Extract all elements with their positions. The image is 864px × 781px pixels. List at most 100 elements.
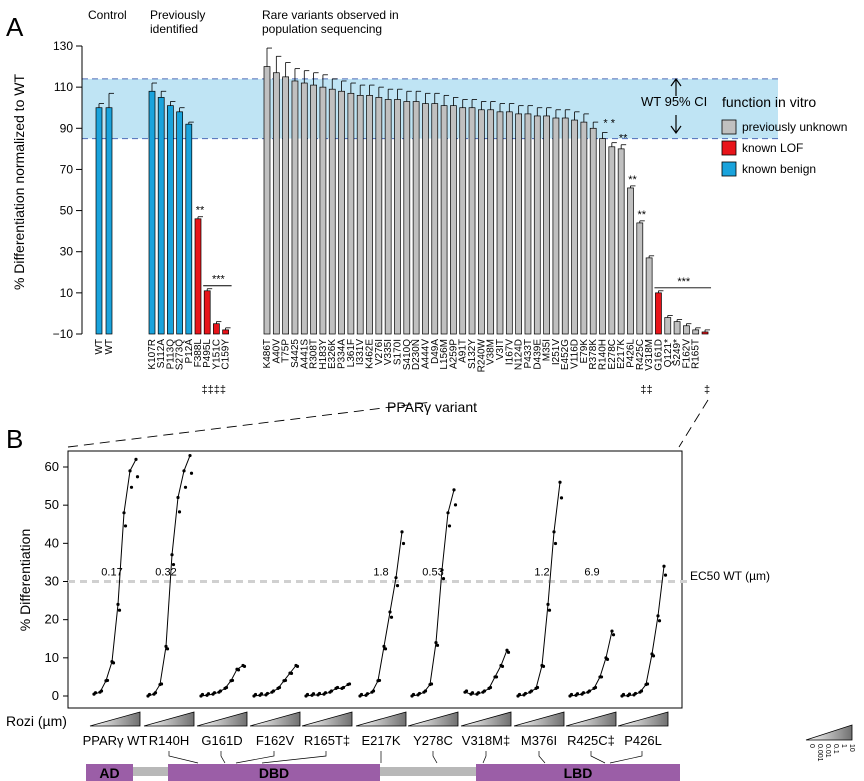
data-point: [371, 689, 376, 693]
data-point: [559, 496, 564, 500]
y-tick-label-b: 20: [45, 612, 59, 627]
data-point: [546, 602, 550, 607]
bar: [655, 292, 662, 335]
variant-label: P426L: [624, 733, 662, 748]
significance-label: * *: [603, 117, 615, 129]
bar: [701, 331, 709, 335]
legend-label: previously unknown: [742, 120, 847, 134]
plot-frame-b: [67, 450, 683, 709]
significance-label: **: [638, 209, 647, 221]
x-tick-label-a: T75P: [281, 339, 292, 363]
ci-band: [82, 78, 778, 139]
group-label: Previously identified: [150, 8, 205, 36]
data-point: [224, 685, 229, 690]
significance-marks: ****** **********‡‡‡‡ ‡‡ ‡: [196, 117, 712, 396]
data-point: [99, 689, 104, 693]
variant-label: M376I: [521, 733, 557, 748]
x-tick-label-a: I167V: [504, 339, 515, 365]
bar: [515, 113, 522, 335]
data-point: [611, 633, 616, 637]
bar: [213, 323, 220, 335]
data-point: [259, 692, 264, 696]
bar: [524, 113, 532, 335]
data-point: [117, 608, 122, 612]
bar: [468, 107, 476, 335]
data-point: [236, 668, 241, 672]
data-point: [122, 511, 126, 515]
y-tick-label-a: 130: [53, 39, 73, 53]
bar: [167, 105, 174, 335]
bar: [422, 103, 429, 335]
variant-label: PPARγ WT: [83, 733, 148, 748]
bar: [310, 84, 317, 335]
x-tick-label-a: S132Y: [467, 339, 478, 369]
data-point: [633, 691, 638, 696]
data-point: [400, 530, 404, 534]
data-point: [335, 685, 340, 690]
bar: [561, 117, 569, 335]
bar: [692, 329, 700, 335]
data-point: [93, 691, 98, 695]
data-point: [553, 541, 558, 546]
legend-title: function in vitro: [722, 94, 816, 110]
x-tick-label-a: V116D: [570, 339, 581, 369]
legend-label: known benign: [742, 162, 816, 176]
bar: [589, 127, 597, 335]
bar: [533, 115, 541, 335]
x-tick-label-a: D439E: [532, 339, 543, 370]
dagger-label: ‡‡: [640, 384, 652, 396]
x-tick-label-a: A259P: [448, 339, 459, 369]
concentration-wedge: [249, 711, 301, 727]
data-point: [289, 671, 294, 676]
data-point: [401, 541, 406, 546]
group-labels: Control Previously identified Rare variants…: [88, 8, 399, 36]
concentration-wedges: [89, 711, 669, 727]
domain-segment: [86, 764, 133, 781]
data-point: [171, 562, 176, 567]
panel-b-label: B: [6, 424, 23, 454]
data-point: [183, 485, 188, 489]
domain-connector: [590, 751, 606, 764]
data-point: [311, 692, 316, 696]
domain-connector: [220, 751, 226, 764]
data-point: [440, 568, 444, 572]
x-tick-label-a: P113Q: [165, 339, 176, 370]
x-tick-label-a: P334A: [337, 339, 348, 369]
variant-labels-b: PPARγ WT R140H G161D F162V R165T‡ E217K Y278C V…: [83, 733, 662, 748]
y-axis-a: 130 110 90 70 50 30 10 −10: [53, 39, 83, 341]
data-point: [200, 692, 205, 697]
ec50-value: 0.17: [101, 567, 122, 579]
concentration-wedge: [143, 711, 195, 727]
data-point: [441, 576, 446, 581]
domain-connector: [609, 751, 643, 764]
x-tick-label-a: P433T: [523, 339, 534, 368]
group-label: Rare variants observed in population sequ…: [262, 8, 399, 36]
x-tick-label-a: R240W: [476, 338, 487, 372]
data-point: [230, 678, 235, 683]
data-point: [105, 678, 110, 683]
bars-a: [95, 47, 711, 335]
y-tick-label-b: 10: [45, 650, 59, 665]
data-point: [662, 564, 666, 568]
bar: [185, 123, 193, 335]
data-point: [535, 685, 540, 690]
y-tick-label-b: 0: [52, 688, 59, 703]
data-point: [134, 457, 138, 461]
concentration-wedge: [617, 711, 669, 727]
data-point: [212, 691, 217, 695]
data-point: [599, 675, 604, 679]
bar: [300, 82, 308, 335]
x-tick-label-a: C159Y: [221, 339, 232, 370]
bar: [431, 103, 439, 335]
data-point: [165, 647, 170, 651]
data-point: [388, 610, 392, 614]
concentration-wedge: [513, 711, 565, 727]
x-tick-label-a: R140H: [598, 339, 609, 370]
zoom-line-right: [678, 399, 709, 448]
x-tick-label-a: S112A: [156, 339, 167, 369]
data-point: [446, 511, 450, 515]
y-axis-b: 60 50 40 30 20 10 0: [45, 459, 68, 703]
bar: [627, 187, 634, 335]
x-tick-label-a: D49A: [430, 339, 441, 364]
